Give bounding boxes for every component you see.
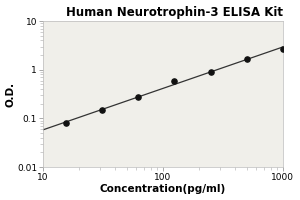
X-axis label: Concentration(pg/ml): Concentration(pg/ml) (100, 184, 226, 194)
Point (244, 58, 249, 61)
Point (100, 108, 104, 111)
Y-axis label: O.D.: O.D. (6, 82, 16, 107)
Point (136, 96, 141, 99)
Point (64, 122, 68, 125)
Point (208, 70, 213, 74)
Point (280, 47, 285, 50)
Text: Human Neurotrophin-3 ELISA Kit: Human Neurotrophin-3 ELISA Kit (66, 6, 283, 19)
Point (172, 79, 177, 82)
